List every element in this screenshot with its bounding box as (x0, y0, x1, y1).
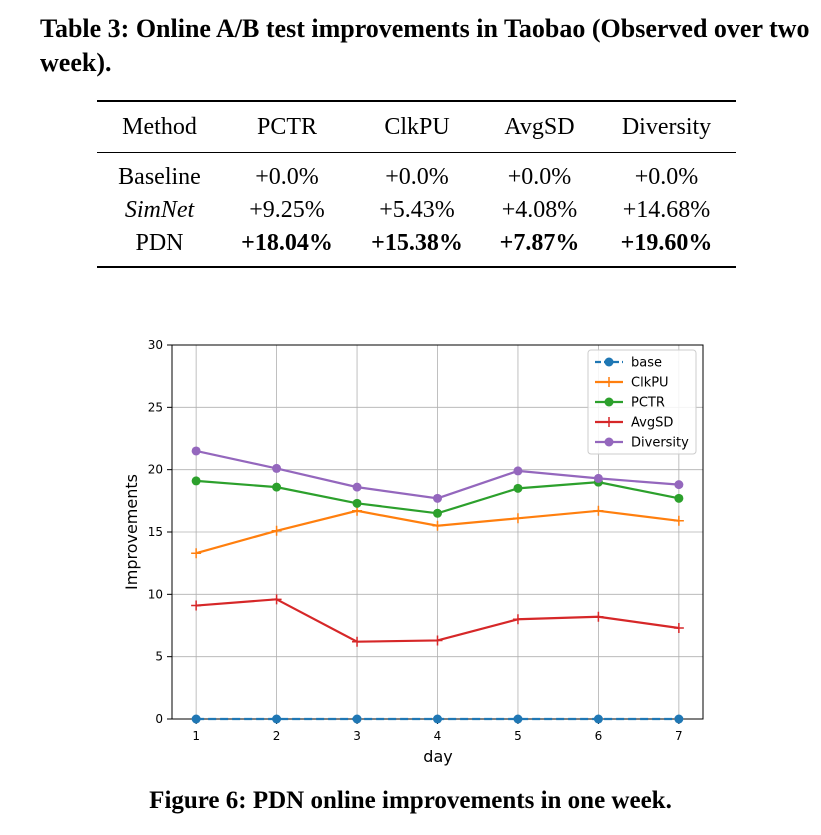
data-point-clkpu (191, 548, 201, 558)
data-point-clkpu (433, 521, 443, 531)
data-point-avgsd (674, 623, 684, 633)
data-point-base (192, 715, 201, 724)
x-tick-label: 3 (353, 729, 361, 743)
y-tick-label: 10 (148, 587, 163, 601)
data-point-diversity (192, 446, 201, 455)
x-tick-label: 1 (192, 729, 200, 743)
data-point-diversity (594, 474, 603, 483)
legend-marker (605, 438, 614, 447)
data-point-base (674, 715, 683, 724)
x-tick-label: 6 (595, 729, 603, 743)
x-tick-label: 5 (514, 729, 522, 743)
legend: base ClkPU PCTR AvgSD Diversity (588, 350, 696, 454)
data-point-diversity (513, 466, 522, 475)
y-axis-label: Improvements (122, 474, 141, 590)
legend-label: ClkPU (631, 376, 669, 391)
legend-label: Diversity (631, 436, 689, 451)
x-axis-label: day (423, 747, 452, 766)
x-tick-label: 2 (273, 729, 281, 743)
legend-label: AvgSD (631, 416, 673, 431)
data-point-clkpu (593, 506, 603, 516)
data-point-pctr (433, 509, 442, 518)
data-point-pctr (674, 494, 683, 503)
data-point-avgsd (272, 594, 282, 604)
x-tick-label: 4 (434, 729, 442, 743)
data-point-pctr (513, 484, 522, 493)
legend-label: base (631, 356, 662, 371)
data-point-clkpu (272, 526, 282, 536)
data-point-diversity (433, 494, 442, 503)
data-point-diversity (353, 483, 362, 492)
data-point-avgsd (593, 612, 603, 622)
y-tick-label: 15 (148, 525, 163, 539)
data-point-clkpu (674, 516, 684, 526)
legend-marker (605, 358, 614, 367)
data-point-pctr (272, 483, 281, 492)
data-point-avgsd (513, 614, 523, 624)
legend-marker (605, 398, 614, 407)
y-tick-label: 20 (148, 463, 163, 477)
data-point-avgsd (191, 601, 201, 611)
data-point-base (513, 715, 522, 724)
data-point-clkpu (513, 513, 523, 523)
data-point-diversity (272, 464, 281, 473)
data-point-base (594, 715, 603, 724)
data-point-avgsd (352, 637, 362, 647)
figure-caption: Figure 6: PDN online improvements in one… (0, 787, 821, 815)
data-point-base (272, 715, 281, 724)
data-point-base (433, 715, 442, 724)
data-point-pctr (353, 499, 362, 508)
data-point-pctr (192, 476, 201, 485)
y-tick-label: 25 (148, 400, 163, 414)
data-point-avgsd (433, 635, 443, 645)
data-point-diversity (674, 480, 683, 489)
y-tick-label: 5 (155, 650, 163, 664)
data-point-base (353, 715, 362, 724)
legend-label: PCTR (631, 396, 665, 411)
y-tick-label: 30 (148, 338, 163, 352)
y-tick-label: 0 (155, 712, 163, 726)
x-tick-label: 7 (675, 729, 683, 743)
